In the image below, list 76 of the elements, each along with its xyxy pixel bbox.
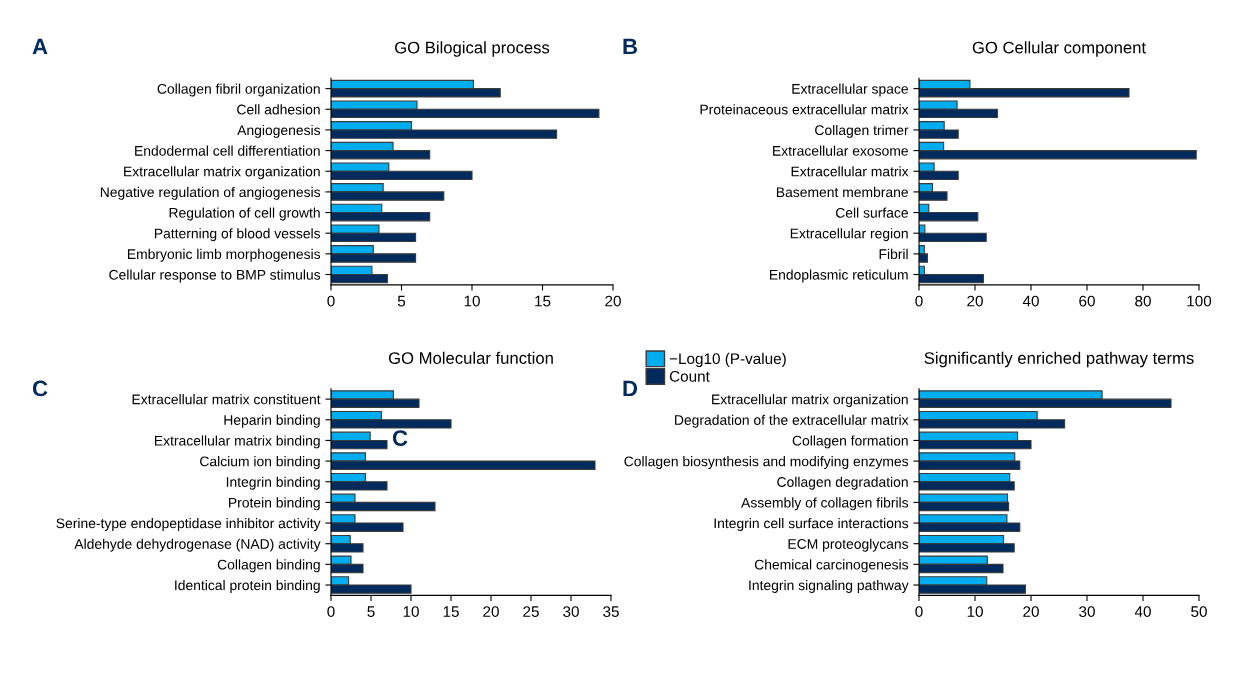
x-tick-label: 30	[563, 606, 579, 617]
x-tick-label: 20	[483, 606, 499, 617]
x-tick-label: 5	[367, 606, 375, 617]
x-tick-label: 80	[1135, 295, 1151, 307]
y-tick-label: Heparin binding	[224, 414, 320, 428]
y-tick-label: ECM proteoglycans	[788, 538, 909, 552]
y-tick-label: Collagen formation	[792, 435, 908, 449]
y-tick-label: Endoplasmic reticulum	[770, 269, 908, 283]
y-tick-label: Cell surface	[835, 207, 908, 218]
y-tick-label: Aldehyde dehydrogenase (NAD) activity	[74, 538, 321, 552]
x-tick-label: 15	[443, 606, 459, 617]
legend-label: −Log10 (P-value)	[669, 352, 786, 368]
chart-title: GO Molecular function	[388, 351, 553, 364]
x-tick-label: 0	[915, 295, 923, 307]
y-tick-label: Extracellular matrix organization	[712, 394, 908, 408]
x-tick-label: 0	[327, 606, 335, 617]
y-tick-label: Negative regulation of angiogenesis	[100, 186, 321, 200]
y-tick-label: Chemical carcinogenesis	[754, 559, 909, 573]
y-tick-label: Fibril	[879, 248, 908, 260]
y-tick-label: Integrin signaling pathway	[749, 579, 909, 593]
x-tick-label: 60	[1079, 295, 1095, 307]
y-tick-label: Cell adhesion	[237, 104, 320, 115]
x-tick-label: 20	[967, 295, 983, 307]
y-tick-label: Integrin binding	[226, 476, 320, 490]
y-tick-label: Collagen trimer	[815, 124, 909, 138]
x-tick-label: 25	[523, 606, 539, 617]
y-tick-label: Embryonic limb morphogenesis	[127, 248, 321, 262]
y-tick-label: Basement membrane	[776, 186, 908, 198]
y-tick-label: Angiogenesis	[237, 124, 321, 138]
y-tick-label: Patterning of blood vessels	[154, 228, 321, 242]
x-tick-label: 5	[397, 295, 406, 307]
y-tick-label: Protein binding	[229, 497, 320, 511]
y-tick-label: Extracellular space	[792, 83, 908, 97]
y-tick-label: Collagen binding	[217, 559, 320, 573]
chart-title: Significantly enriched pathway terms	[924, 351, 1194, 368]
legend-label: Count	[669, 370, 710, 382]
chart-title: GO Cellular component	[972, 41, 1146, 57]
y-tick-label: Extracellular matrix organization	[124, 166, 320, 180]
x-tick-label: 10	[967, 606, 983, 617]
y-tick-label: Extracellular matrix constituent	[132, 394, 321, 405]
y-tick-label: Collagen biosynthesis and modifying enzymes	[624, 456, 909, 470]
y-tick-label: Proteinaceous extracellular matrix	[700, 104, 909, 115]
x-tick-label: 0	[327, 295, 335, 307]
text: A	[32, 38, 48, 55]
y-tick-label: Extracellular region	[790, 228, 908, 242]
y-tick-label: Assembly of collagen fibrils	[741, 497, 909, 511]
y-tick-label: Extracellular matrix	[791, 166, 909, 177]
x-tick-label: 20	[605, 295, 621, 307]
x-tick-label: 0	[915, 606, 923, 617]
x-tick-label: 40	[1022, 295, 1039, 307]
y-tick-label: Serine-type endopeptidase inhibitor activity	[56, 518, 321, 531]
y-tick-label: Collagen degradation	[777, 476, 908, 490]
x-tick-label: 30	[1079, 606, 1095, 617]
y-tick-label: Integrin cell surface interactions	[714, 518, 909, 531]
x-tick-label: 40	[1134, 606, 1151, 617]
x-tick-label: 50	[1191, 606, 1207, 617]
y-tick-label: Endodermal cell differentiation	[135, 145, 320, 156]
text: B	[623, 38, 638, 55]
y-tick-label: Collagen fibril organization	[157, 83, 320, 97]
text: D	[623, 380, 638, 397]
annotation: C	[392, 430, 408, 446]
y-tick-label: Cellular response to BMP stimulus	[109, 269, 321, 283]
x-tick-label: 100	[1187, 295, 1212, 307]
text: C	[32, 380, 48, 397]
y-tick-label: Extracellular matrix binding	[155, 435, 320, 449]
x-tick-label: 15	[535, 295, 551, 307]
y-tick-label: Calcium ion binding	[200, 456, 320, 470]
x-tick-label: 10	[464, 295, 480, 307]
x-tick-label: 20	[1023, 606, 1039, 617]
x-tick-label: 35	[603, 606, 619, 617]
y-tick-label: Extracellular exosome	[773, 145, 908, 156]
x-tick-label: 10	[403, 606, 419, 617]
chart-title: GO Bilogical process	[395, 41, 550, 57]
y-tick-label: Degradation of the extracellular matrix	[675, 414, 909, 428]
y-tick-label: Regulation of cell growth	[169, 207, 320, 221]
y-tick-label: Identical protein binding	[175, 579, 320, 593]
